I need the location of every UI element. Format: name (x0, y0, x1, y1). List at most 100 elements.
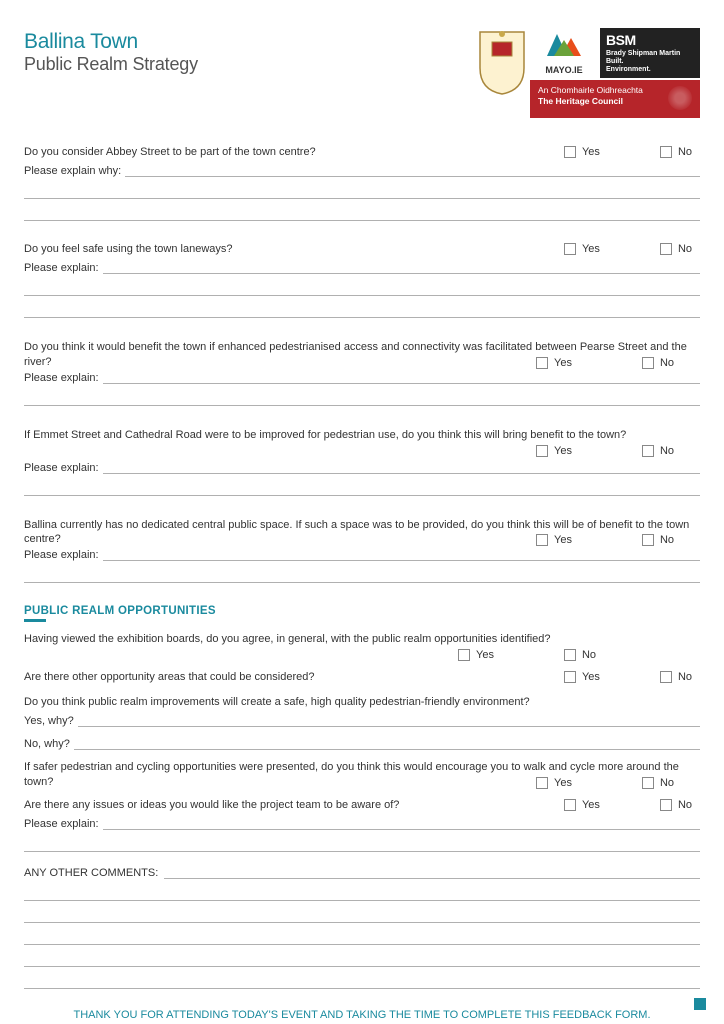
checkbox-icon[interactable] (564, 799, 576, 811)
checkbox-icon[interactable] (660, 243, 672, 255)
q1-text: Do you consider Abbey Street to be part … (24, 146, 564, 158)
q3-no[interactable]: No (642, 357, 674, 369)
checkbox-icon[interactable] (564, 649, 576, 661)
opp-issues-ideas: Are there any issues or ideas you would … (24, 799, 700, 811)
o1-yes[interactable]: Yes (458, 649, 494, 661)
question-public-space: Ballina currently has no dedicated centr… (24, 518, 700, 584)
bsm-big: BSM (606, 33, 694, 48)
q4-no[interactable]: No (642, 445, 674, 457)
checkbox-icon[interactable] (642, 777, 654, 789)
o2-no[interactable]: No (660, 671, 692, 683)
thankyou-text: THANK YOU FOR ATTENDING TODAY'S EVENT AN… (24, 1009, 700, 1021)
fill-line[interactable] (24, 945, 700, 967)
yes-why-line: Yes, why? (24, 714, 700, 727)
form-content: Do you consider Abbey Street to be part … (24, 146, 700, 1021)
q3-yn: Yes No (24, 357, 700, 369)
checkbox-icon[interactable] (642, 357, 654, 369)
fill-line[interactable] (24, 834, 700, 852)
o2-text: Are there other opportunity areas that c… (24, 671, 564, 683)
section-bar (24, 619, 46, 622)
explain-label: Please explain: (24, 372, 99, 384)
bsm-line3: Environment. (606, 66, 694, 74)
county-crest-icon (476, 28, 528, 101)
bsm-line1: Brady Shipman Martin (606, 50, 694, 58)
o4-yes[interactable]: Yes (536, 777, 572, 789)
explain-label: Please explain: (24, 818, 99, 830)
fill-line[interactable] (103, 371, 700, 384)
q3-yes[interactable]: Yes (536, 357, 572, 369)
fill-line[interactable] (24, 923, 700, 945)
fill-line[interactable] (24, 388, 700, 406)
q4-yes[interactable]: Yes (536, 445, 572, 457)
q2-text: Do you feel safe using the town laneways… (24, 243, 564, 255)
opp-other-areas: Are there other opportunity areas that c… (24, 671, 700, 683)
fill-line[interactable] (24, 181, 700, 199)
fill-line[interactable] (103, 817, 700, 830)
fill-line[interactable] (103, 261, 700, 274)
o5-text: Are there any issues or ideas you would … (24, 799, 564, 811)
fill-line[interactable] (24, 879, 700, 901)
title-sub: Public Realm Strategy (24, 54, 198, 75)
checkbox-icon[interactable] (536, 357, 548, 369)
opp-exhibition-boards: Having viewed the exhibition boards, do … (24, 632, 700, 661)
no-why-line: No, why? (24, 737, 700, 750)
o1-no[interactable]: No (564, 649, 596, 661)
o2-yes[interactable]: Yes (564, 671, 600, 683)
fill-line[interactable] (103, 461, 700, 474)
mayo-logo: MAYO.IE (538, 28, 590, 75)
q2-yes[interactable]: Yes (564, 243, 600, 255)
q5-yes[interactable]: Yes (536, 534, 572, 546)
fill-line[interactable] (24, 478, 700, 496)
heritage-council-logo: An Chomhairle Oidhreachta The Heritage C… (530, 80, 700, 118)
checkbox-icon[interactable] (564, 146, 576, 158)
o5-yes[interactable]: Yes (564, 799, 600, 811)
checkbox-icon[interactable] (660, 799, 672, 811)
checkbox-icon[interactable] (564, 243, 576, 255)
checkbox-icon[interactable] (536, 777, 548, 789)
bsm-line2: Built. (606, 58, 694, 66)
fill-line[interactable] (24, 278, 700, 296)
comments-label: ANY OTHER COMMENTS: (24, 867, 158, 879)
checkbox-icon[interactable] (642, 445, 654, 457)
q1-no[interactable]: No (660, 146, 692, 158)
title-block: Ballina Town Public Realm Strategy (24, 28, 198, 75)
checkbox-icon[interactable] (564, 671, 576, 683)
checkbox-icon[interactable] (660, 671, 672, 683)
bsm-logo: BSM Brady Shipman Martin Built. Environm… (600, 28, 700, 78)
q2-no[interactable]: No (660, 243, 692, 255)
q5-yn: Yes No (24, 534, 700, 546)
o1-yn: Yes No (24, 649, 700, 661)
explain-why-label: Please explain why: (24, 165, 121, 177)
question-abbey-street: Do you consider Abbey Street to be part … (24, 146, 700, 221)
fill-line[interactable] (103, 548, 700, 561)
checkbox-icon[interactable] (536, 534, 548, 546)
q1-yes[interactable]: Yes (564, 146, 600, 158)
checkbox-icon[interactable] (642, 534, 654, 546)
q5-no[interactable]: No (642, 534, 674, 546)
fill-line[interactable] (24, 203, 700, 221)
fill-line[interactable] (74, 737, 700, 750)
o1-text: Having viewed the exhibition boards, do … (24, 632, 700, 647)
mayo-label: MAYO.IE (538, 65, 590, 75)
page-header: Ballina Town Public Realm Strategy MAYO.… (24, 28, 700, 118)
question-pearse-river: Do you think it would benefit the town i… (24, 340, 700, 406)
page-marker-icon (694, 998, 706, 1010)
fill-line[interactable] (24, 967, 700, 989)
fill-line[interactable] (24, 300, 700, 318)
question-emmet-cathedral: If Emmet Street and Cathedral Road were … (24, 428, 700, 496)
fill-line[interactable] (164, 866, 700, 879)
fill-line[interactable] (125, 164, 700, 177)
checkbox-icon[interactable] (458, 649, 470, 661)
o5-no[interactable]: No (660, 799, 692, 811)
fill-line[interactable] (78, 714, 700, 727)
q4-text: If Emmet Street and Cathedral Road were … (24, 428, 700, 443)
comments-heading-row: ANY OTHER COMMENTS: (24, 866, 700, 879)
checkbox-icon[interactable] (660, 146, 672, 158)
section-opportunities-heading: PUBLIC REALM OPPORTUNITIES (24, 605, 700, 617)
explain-label: Please explain: (24, 262, 99, 274)
fill-line[interactable] (24, 901, 700, 923)
o4-no[interactable]: No (642, 777, 674, 789)
o4-yn: Yes No (24, 777, 700, 789)
checkbox-icon[interactable] (536, 445, 548, 457)
fill-line[interactable] (24, 565, 700, 583)
